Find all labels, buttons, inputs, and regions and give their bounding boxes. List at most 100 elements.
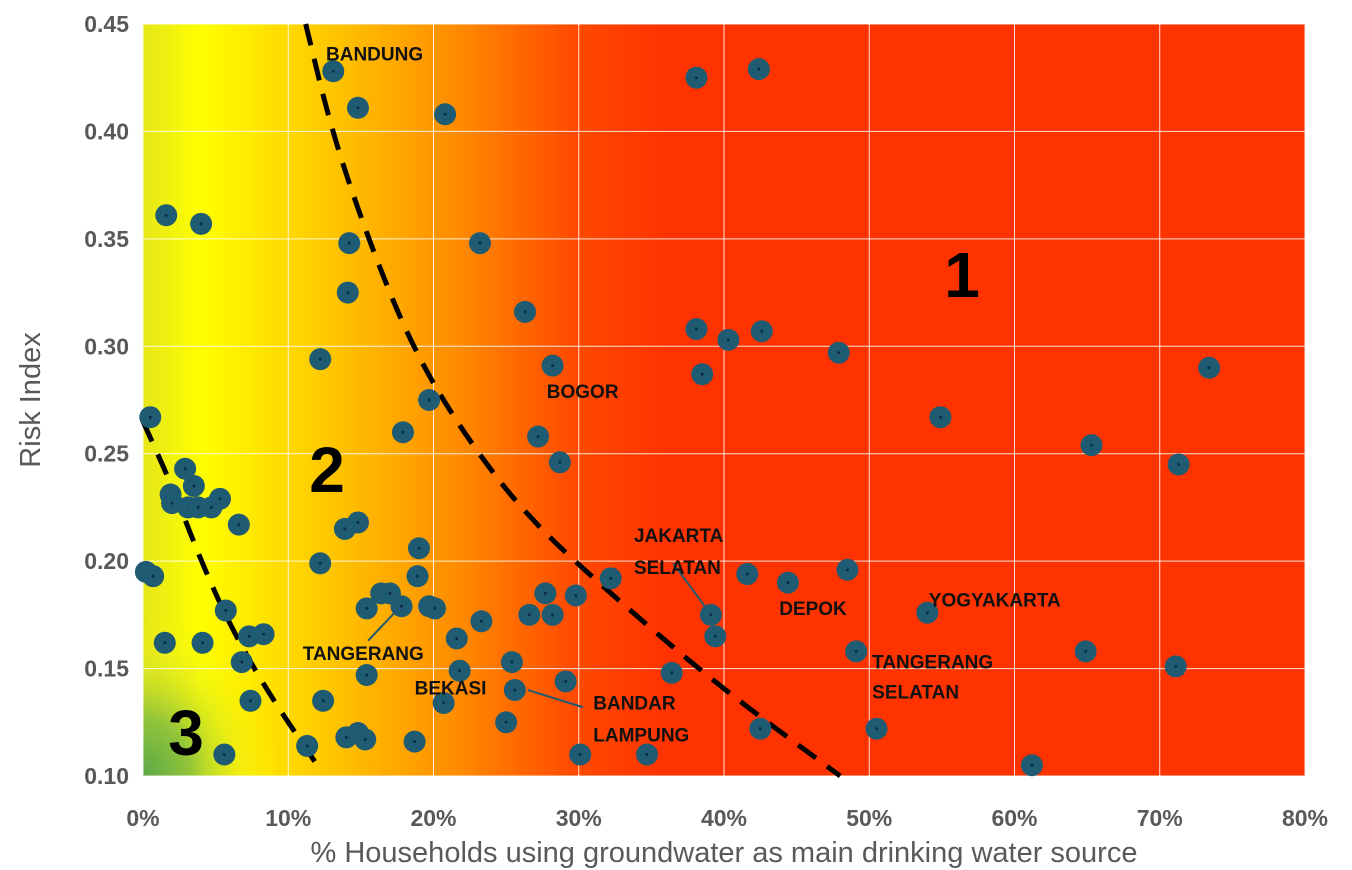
data-point-center: [758, 727, 762, 731]
data-point-center: [558, 460, 562, 464]
data-point-center: [726, 338, 730, 342]
y-tick-label: 0.45: [84, 11, 129, 37]
gridlines: [142, 23, 1306, 777]
data-point-center: [183, 467, 187, 471]
data-point-center: [401, 430, 405, 434]
data-point-center: [318, 561, 322, 565]
label-leader-line: [527, 689, 584, 709]
zone-2-label: 2: [309, 434, 345, 506]
label-leader-line: [672, 562, 711, 614]
data-point-center: [240, 660, 244, 664]
zone-boundary-line-1: [303, 23, 842, 779]
data-point-center: [504, 720, 508, 724]
data-point-center: [163, 641, 167, 645]
data-point-center: [875, 727, 879, 731]
y-tick-label: 0.40: [84, 118, 129, 144]
data-point-center: [413, 740, 417, 744]
data-point-center: [670, 671, 674, 675]
data-point-center: [845, 568, 849, 572]
data-point-center: [347, 241, 351, 245]
city-label: TANGERANG: [872, 653, 993, 674]
data-point-center: [365, 606, 369, 610]
data-point-center: [455, 636, 459, 640]
x-tick-label: 20%: [410, 805, 456, 831]
data-point-center: [694, 327, 698, 331]
data-point-center: [237, 523, 241, 527]
data-point-center: [209, 505, 213, 509]
x-tick-label: 0%: [126, 805, 159, 831]
city-label: SELATAN: [872, 683, 959, 704]
data-point-center: [199, 222, 203, 226]
data-point-center: [745, 572, 749, 576]
data-point-center: [356, 106, 360, 110]
data-point-center: [1089, 443, 1093, 447]
city-label: TANGERANG: [303, 644, 424, 665]
data-point-center: [854, 649, 858, 653]
data-point-center: [365, 673, 369, 677]
data-point-center: [574, 594, 578, 598]
y-tick-label: 0.25: [84, 441, 129, 467]
data-point-center: [363, 737, 367, 741]
data-point-center: [837, 351, 841, 355]
x-tick-label: 10%: [265, 805, 311, 831]
data-point-center: [222, 753, 226, 757]
x-axis-ticks: 0% 10% 20% 30% 40% 50% 60% 70% 80%: [126, 805, 1328, 831]
data-point-center: [1084, 649, 1088, 653]
data-point-center: [248, 699, 252, 703]
data-point-center: [645, 753, 649, 757]
data-point-center: [1030, 763, 1034, 767]
data-point-center: [513, 688, 517, 692]
data-point-center: [564, 679, 568, 683]
data-point-center: [523, 310, 527, 314]
y-tick-label: 0.20: [84, 548, 129, 574]
data-point-center: [1174, 664, 1178, 668]
data-point-center: [458, 669, 462, 673]
y-tick-label: 0.35: [84, 226, 129, 252]
data-point-center: [196, 505, 200, 509]
data-point-center: [433, 606, 437, 610]
data-point-center: [417, 546, 421, 550]
data-point-center: [757, 67, 761, 71]
zone-1-label: 1: [944, 239, 980, 311]
data-point-center: [247, 634, 251, 638]
data-point-center: [388, 591, 392, 595]
data-point-center: [700, 372, 704, 376]
data-point-center: [479, 619, 483, 623]
data-point-center: [1177, 462, 1181, 466]
data-point-center: [760, 329, 764, 333]
data-point-center: [551, 613, 555, 617]
data-point-center: [442, 701, 446, 705]
data-point-center: [343, 527, 347, 531]
y-axis-ticks: 0.10 0.15 0.20 0.25 0.30 0.35 0.40 0.45: [84, 11, 129, 789]
data-point-center: [151, 574, 155, 578]
data-point-center: [551, 364, 555, 368]
city-label: BANDUNG: [326, 45, 423, 66]
data-point-center: [578, 753, 582, 757]
data-point-center: [262, 632, 266, 636]
zone-boundary-line-2: [140, 420, 320, 767]
x-tick-label: 80%: [1282, 805, 1328, 831]
data-point-center: [170, 501, 174, 505]
data-point-center: [510, 660, 514, 664]
data-point-center: [356, 520, 360, 524]
data-point-center: [713, 634, 717, 638]
city-label: JAKARTA: [634, 526, 724, 547]
data-point-center: [416, 574, 420, 578]
data-point-center: [1207, 366, 1211, 370]
data-point-center: [427, 398, 431, 402]
city-label: BEKASI: [415, 678, 487, 699]
data-point-center: [709, 613, 713, 617]
data-point-center: [224, 609, 228, 613]
data-point-center: [192, 484, 196, 488]
city-label: SELATAN: [634, 558, 721, 579]
data-point-center: [786, 581, 790, 585]
data-point-center: [443, 112, 447, 116]
data-point-center: [305, 744, 309, 748]
data-point-center: [938, 415, 942, 419]
data-point-center: [218, 497, 222, 501]
x-axis-title: % Households using groundwater as main d…: [311, 837, 1138, 869]
x-tick-label: 40%: [701, 805, 747, 831]
data-point-center: [164, 213, 168, 217]
x-tick-label: 50%: [846, 805, 892, 831]
